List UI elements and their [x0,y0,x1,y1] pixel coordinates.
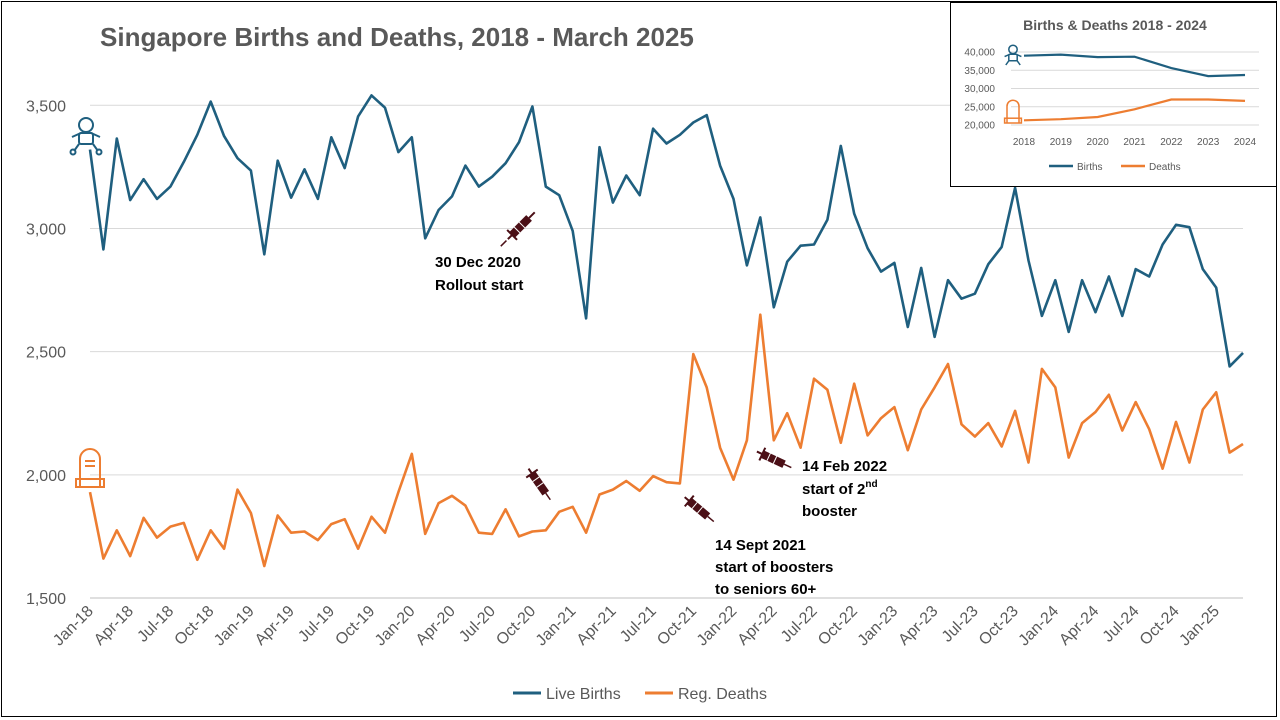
x-tick-label: Jan-21 [533,603,580,650]
x-tick-label: Jul-23 [939,603,982,646]
inset-y-tick-label: 25,000 [964,102,995,113]
inset-gridlines [1011,51,1259,126]
gravestone-icon [75,448,105,488]
inset-chart: Births & Deaths 2018 - 2024 20,000 25,000… [964,17,1259,173]
inset-legend-label-births: Births [1077,162,1103,173]
x-tick-label: Jul-19 [295,603,338,646]
inset-series-line-births [1023,53,1246,78]
baby-icon [69,117,103,156]
inset-x-tick-label: 2022 [1160,137,1183,148]
x-tick-label: Jan-22 [694,603,741,650]
x-tick-label: Jan-20 [372,603,419,650]
syringe-icon [756,447,792,469]
x-tick-label: Jul-20 [456,603,499,646]
inset-y-tick-label: 30,000 [964,84,995,95]
x-tick-label: Jan-19 [211,603,258,650]
x-tick-label: Jul-18 [134,603,177,646]
x-tick-label: Oct-20 [493,603,539,649]
x-tick-label: Oct-23 [976,603,1022,649]
inset-title: Births & Deaths 2018 - 2024 [1023,17,1207,33]
x-tick-label: Oct-22 [815,603,861,649]
x-tick-label: Apr-24 [1056,603,1102,649]
x-tick-label: Jan-24 [1016,603,1063,650]
inset-x-tick-label: 2020 [1087,137,1110,148]
syringe-icon [684,494,715,523]
inset-x-tick-label: 2019 [1050,137,1073,148]
syringe-icon [500,211,536,247]
x-tick-label: Jan-18 [50,603,97,650]
x-tick-label: Oct-21 [654,603,700,649]
inset-y-tick-label: 35,000 [964,66,995,77]
inset-legend-label-deaths: Deaths [1149,162,1181,173]
gravestone-icon [1003,99,1023,124]
inset-y-axis-ticks: 20,000 25,000 30,000 35,000 40,000 [964,48,995,132]
inset-chart-box: Births & Deaths 2018 - 2024 20,000 25,000… [950,2,1277,187]
x-tick-label: Oct-24 [1137,603,1183,649]
inset-x-tick-label: 2024 [1234,137,1257,148]
baby-icon [1004,44,1022,66]
syringe-icon [525,468,551,501]
inset-x-tick-label: 2021 [1123,137,1146,148]
x-tick-label: Apr-21 [574,603,620,649]
x-tick-label: Jul-21 [617,603,660,646]
inset-y-tick-label: 40,000 [964,48,995,59]
inset-series-line-deaths [1023,98,1246,122]
legend-label-deaths: Reg. Deaths [678,686,767,703]
annotation-boosters-date: 14 Sept 2021 [715,537,806,554]
x-tick-label: Apr-23 [895,603,941,649]
inset-series-lines [1023,53,1246,122]
main-legend: Live Births Reg. Deaths [513,686,767,703]
main-x-axis-ticks: Jan-18Apr-18Jul-18Oct-18Jan-19Apr-19Jul-… [50,603,1223,650]
x-tick-label: Jan-23 [855,603,902,650]
y-tick-label: 3,000 [26,221,66,238]
annotation-rollout-date: 30 Dec 2020 [435,254,521,271]
x-tick-label: Apr-22 [735,603,781,649]
inset-x-axis-ticks: 2018 2019 2020 2021 2022 2023 2024 [1013,137,1257,148]
legend-label-births: Live Births [546,686,621,703]
series-line-reg-deaths [88,313,1244,568]
y-tick-label: 2,000 [26,468,66,485]
x-tick-label: Oct-18 [172,603,218,649]
inset-legend: Births Deaths [1049,162,1181,173]
main-series-lines [88,94,1244,568]
annotation-rollout-label: Rollout start [435,277,523,294]
x-tick-label: Jul-24 [1100,603,1143,646]
annotation-second-booster-line2: start of 2nd [802,479,878,498]
inset-y-tick-label: 20,000 [964,121,995,132]
inset-x-tick-label: 2018 [1013,137,1036,148]
annotation-boosters-line2: start of boosters [715,559,833,576]
x-tick-label: Apr-18 [91,603,137,649]
annotation-second-booster-line3: booster [802,503,857,520]
y-tick-label: 2,500 [26,345,66,362]
x-tick-label: Jul-22 [778,603,821,646]
inset-x-tick-label: 2023 [1197,137,1220,148]
annotation-boosters-line3: to seniors 60+ [715,581,817,598]
main-y-axis-ticks: 1,500 2,000 2,500 3,000 3,500 [26,98,66,608]
x-tick-label: Oct-19 [332,603,378,649]
y-tick-label: 1,500 [26,591,66,608]
x-tick-label: Apr-20 [413,603,459,649]
annotation-second-booster-date: 14 Feb 2022 [802,458,887,475]
x-tick-label: Apr-19 [252,603,298,649]
y-tick-label: 3,500 [26,98,66,115]
x-tick-label: Jan-25 [1176,603,1223,650]
chart-title: Singapore Births and Deaths, 2018 - Marc… [100,22,694,52]
